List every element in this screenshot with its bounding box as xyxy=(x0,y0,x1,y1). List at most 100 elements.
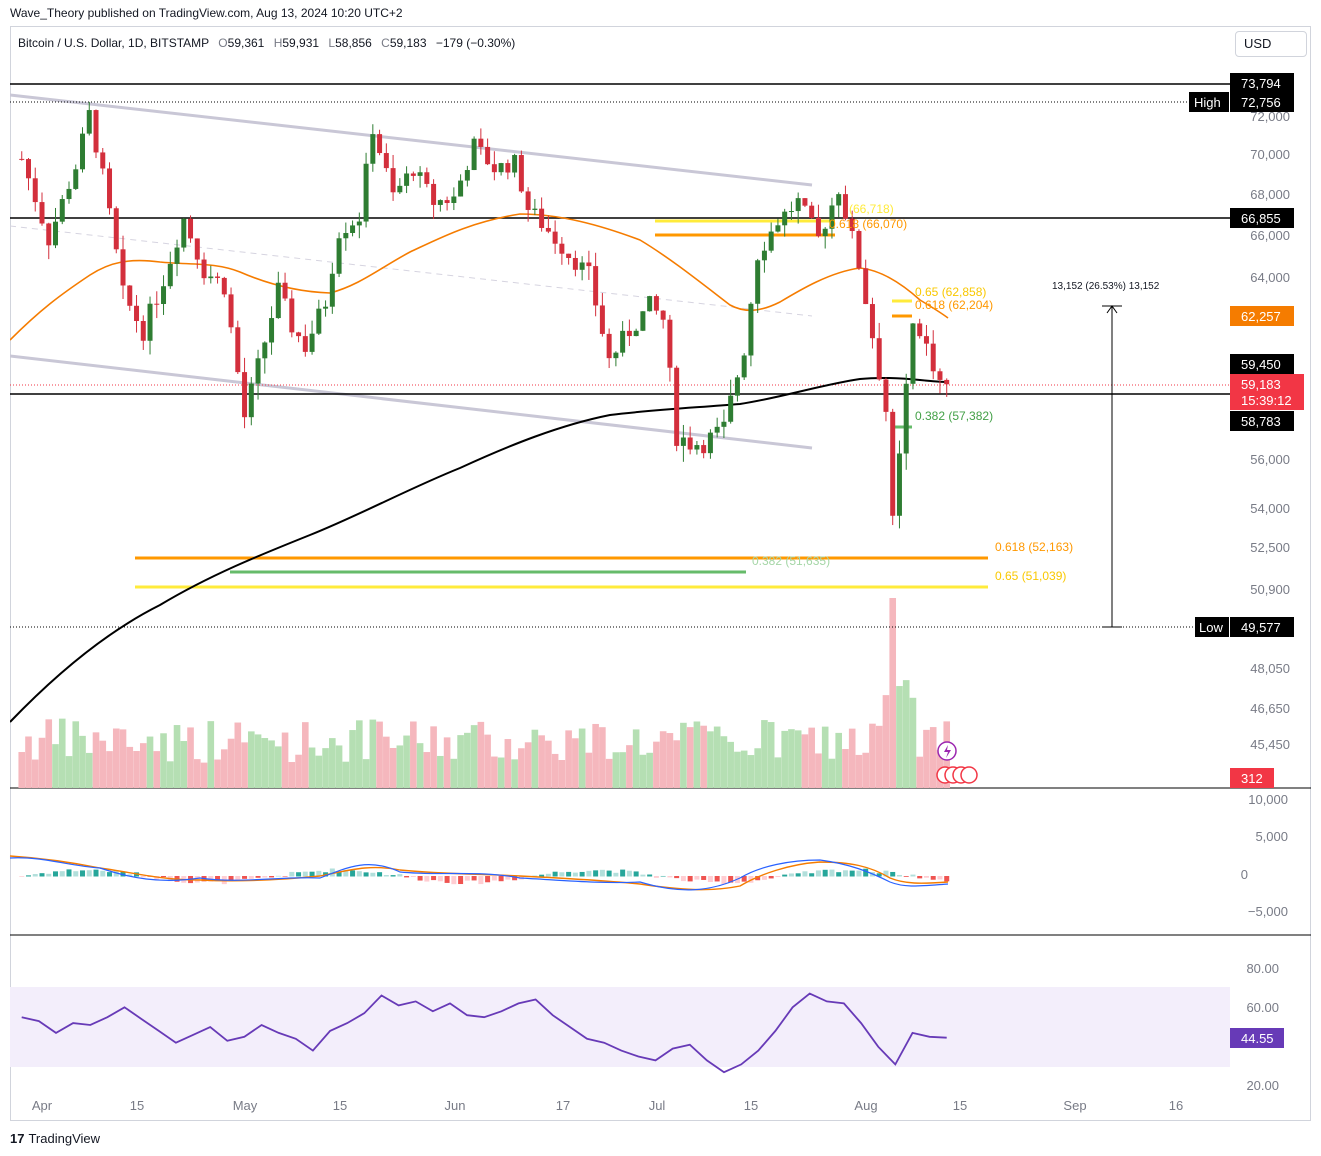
volume-bar xyxy=(376,721,383,788)
macd-hist-bar xyxy=(282,876,288,877)
macd-hist-bar xyxy=(707,876,713,883)
macd-hist-bar xyxy=(471,876,477,881)
macd-hist-bar xyxy=(903,876,909,877)
volume-bar xyxy=(38,737,46,788)
candle-body xyxy=(424,172,430,184)
candle-layer xyxy=(19,101,950,529)
fib-label-52163: 0.618 (52,163) xyxy=(995,540,1073,554)
candle-body xyxy=(134,305,140,321)
macd-hist-bar xyxy=(235,876,241,881)
candle-body xyxy=(566,253,572,258)
x-tick-apr-15: 15 xyxy=(130,1098,144,1113)
macd-hist-bar xyxy=(127,874,133,877)
volume-bar xyxy=(464,732,471,788)
macd-hist-bar xyxy=(883,870,889,877)
volume-bar xyxy=(31,759,39,788)
candle-body xyxy=(525,191,531,210)
candle-body xyxy=(100,152,106,169)
fib-label-62858: 0.65 (62,858) xyxy=(915,285,986,299)
candle-body xyxy=(748,303,754,356)
fib-label-62204: 0.618 (62,204) xyxy=(915,298,993,312)
macd-hist-bar xyxy=(545,873,551,877)
volume-bar xyxy=(558,759,566,788)
event-flag-icon-4[interactable] xyxy=(960,766,978,784)
candle-body xyxy=(140,320,146,341)
candle-body xyxy=(329,273,335,307)
x-tick-sep: Sep xyxy=(1063,1098,1086,1113)
macd-hist-bar xyxy=(755,876,761,881)
volume-bar xyxy=(450,758,458,788)
macd-hist-bar xyxy=(782,874,788,877)
currency-button[interactable]: USD xyxy=(1235,31,1307,57)
macd-hist-bar xyxy=(161,876,167,878)
macd-tick-0: 0 xyxy=(1241,867,1248,882)
candle-body xyxy=(782,211,788,226)
candle-body xyxy=(822,228,828,237)
candle-body xyxy=(235,327,241,373)
candle-body xyxy=(25,159,31,179)
macd-hist-bar xyxy=(674,876,680,879)
candle-body xyxy=(599,305,605,334)
tradingview-brand-text: TradingView xyxy=(28,1131,101,1146)
volume-bar xyxy=(322,748,329,788)
volume-bar xyxy=(356,720,363,788)
macd-hist-bar xyxy=(626,870,632,877)
candle-body xyxy=(606,333,612,359)
candle-body xyxy=(356,221,362,226)
macd-hist-bar xyxy=(329,868,335,877)
volume-bar xyxy=(315,755,323,788)
macd-hist-bar xyxy=(606,870,612,877)
tradingview-brand[interactable]: 17 TradingView xyxy=(10,1131,100,1146)
volume-bar xyxy=(713,726,721,788)
macd-hist-bar xyxy=(269,876,275,878)
candle-body xyxy=(768,231,774,251)
candle-body xyxy=(336,238,342,274)
macd-hist-bar xyxy=(809,873,815,877)
volume-bar xyxy=(848,728,856,788)
svg-text:62,257: 62,257 xyxy=(1241,309,1281,324)
candle-body xyxy=(593,266,599,306)
macd-hist-bar xyxy=(849,870,855,877)
svg-text:66,855: 66,855 xyxy=(1241,211,1281,226)
volume-bar xyxy=(369,719,377,788)
candle-body xyxy=(451,196,457,203)
candle-body xyxy=(404,173,410,186)
macd-hist-bar xyxy=(66,869,72,877)
volume-bar xyxy=(686,727,694,788)
volume-bar xyxy=(788,729,795,788)
volume-bar xyxy=(524,742,532,788)
candle-body xyxy=(248,383,254,418)
candle-body xyxy=(66,188,72,200)
candle-body xyxy=(464,170,470,181)
volume-bar xyxy=(106,751,113,788)
candle-body xyxy=(181,218,187,248)
volume-bar xyxy=(133,750,140,788)
candle-body xyxy=(869,304,875,339)
volume-bar xyxy=(855,754,863,788)
macd-axis: 10,000 5,000 0 −5,000 xyxy=(1241,792,1288,919)
macd-hist-bar xyxy=(701,876,707,880)
macd-hist-bar xyxy=(25,875,31,877)
macd-hist-bar xyxy=(458,876,464,885)
candle-body xyxy=(431,183,437,205)
low-label: L xyxy=(328,36,336,50)
candle-body xyxy=(32,178,38,203)
macd-hist-bar xyxy=(728,876,734,883)
volume-bar xyxy=(902,680,910,788)
volume-bar xyxy=(653,741,660,788)
macd-hist-bar xyxy=(512,876,518,881)
macd-hist-bar xyxy=(485,876,491,883)
candle-body xyxy=(80,133,86,170)
volume-bar xyxy=(92,732,100,788)
candle-body xyxy=(930,343,936,372)
fib-label-51635: 0.382 (51,635) xyxy=(752,554,830,568)
candle-body xyxy=(120,249,126,286)
candle-body xyxy=(680,437,686,446)
volume-bar xyxy=(754,748,761,788)
candle-body xyxy=(707,432,713,454)
volume-bar xyxy=(288,762,296,788)
volume-bar xyxy=(680,722,687,788)
rsi-axis: 80.00 60.00 20.00 44.55 xyxy=(1230,961,1284,1093)
candle-body xyxy=(39,202,45,224)
